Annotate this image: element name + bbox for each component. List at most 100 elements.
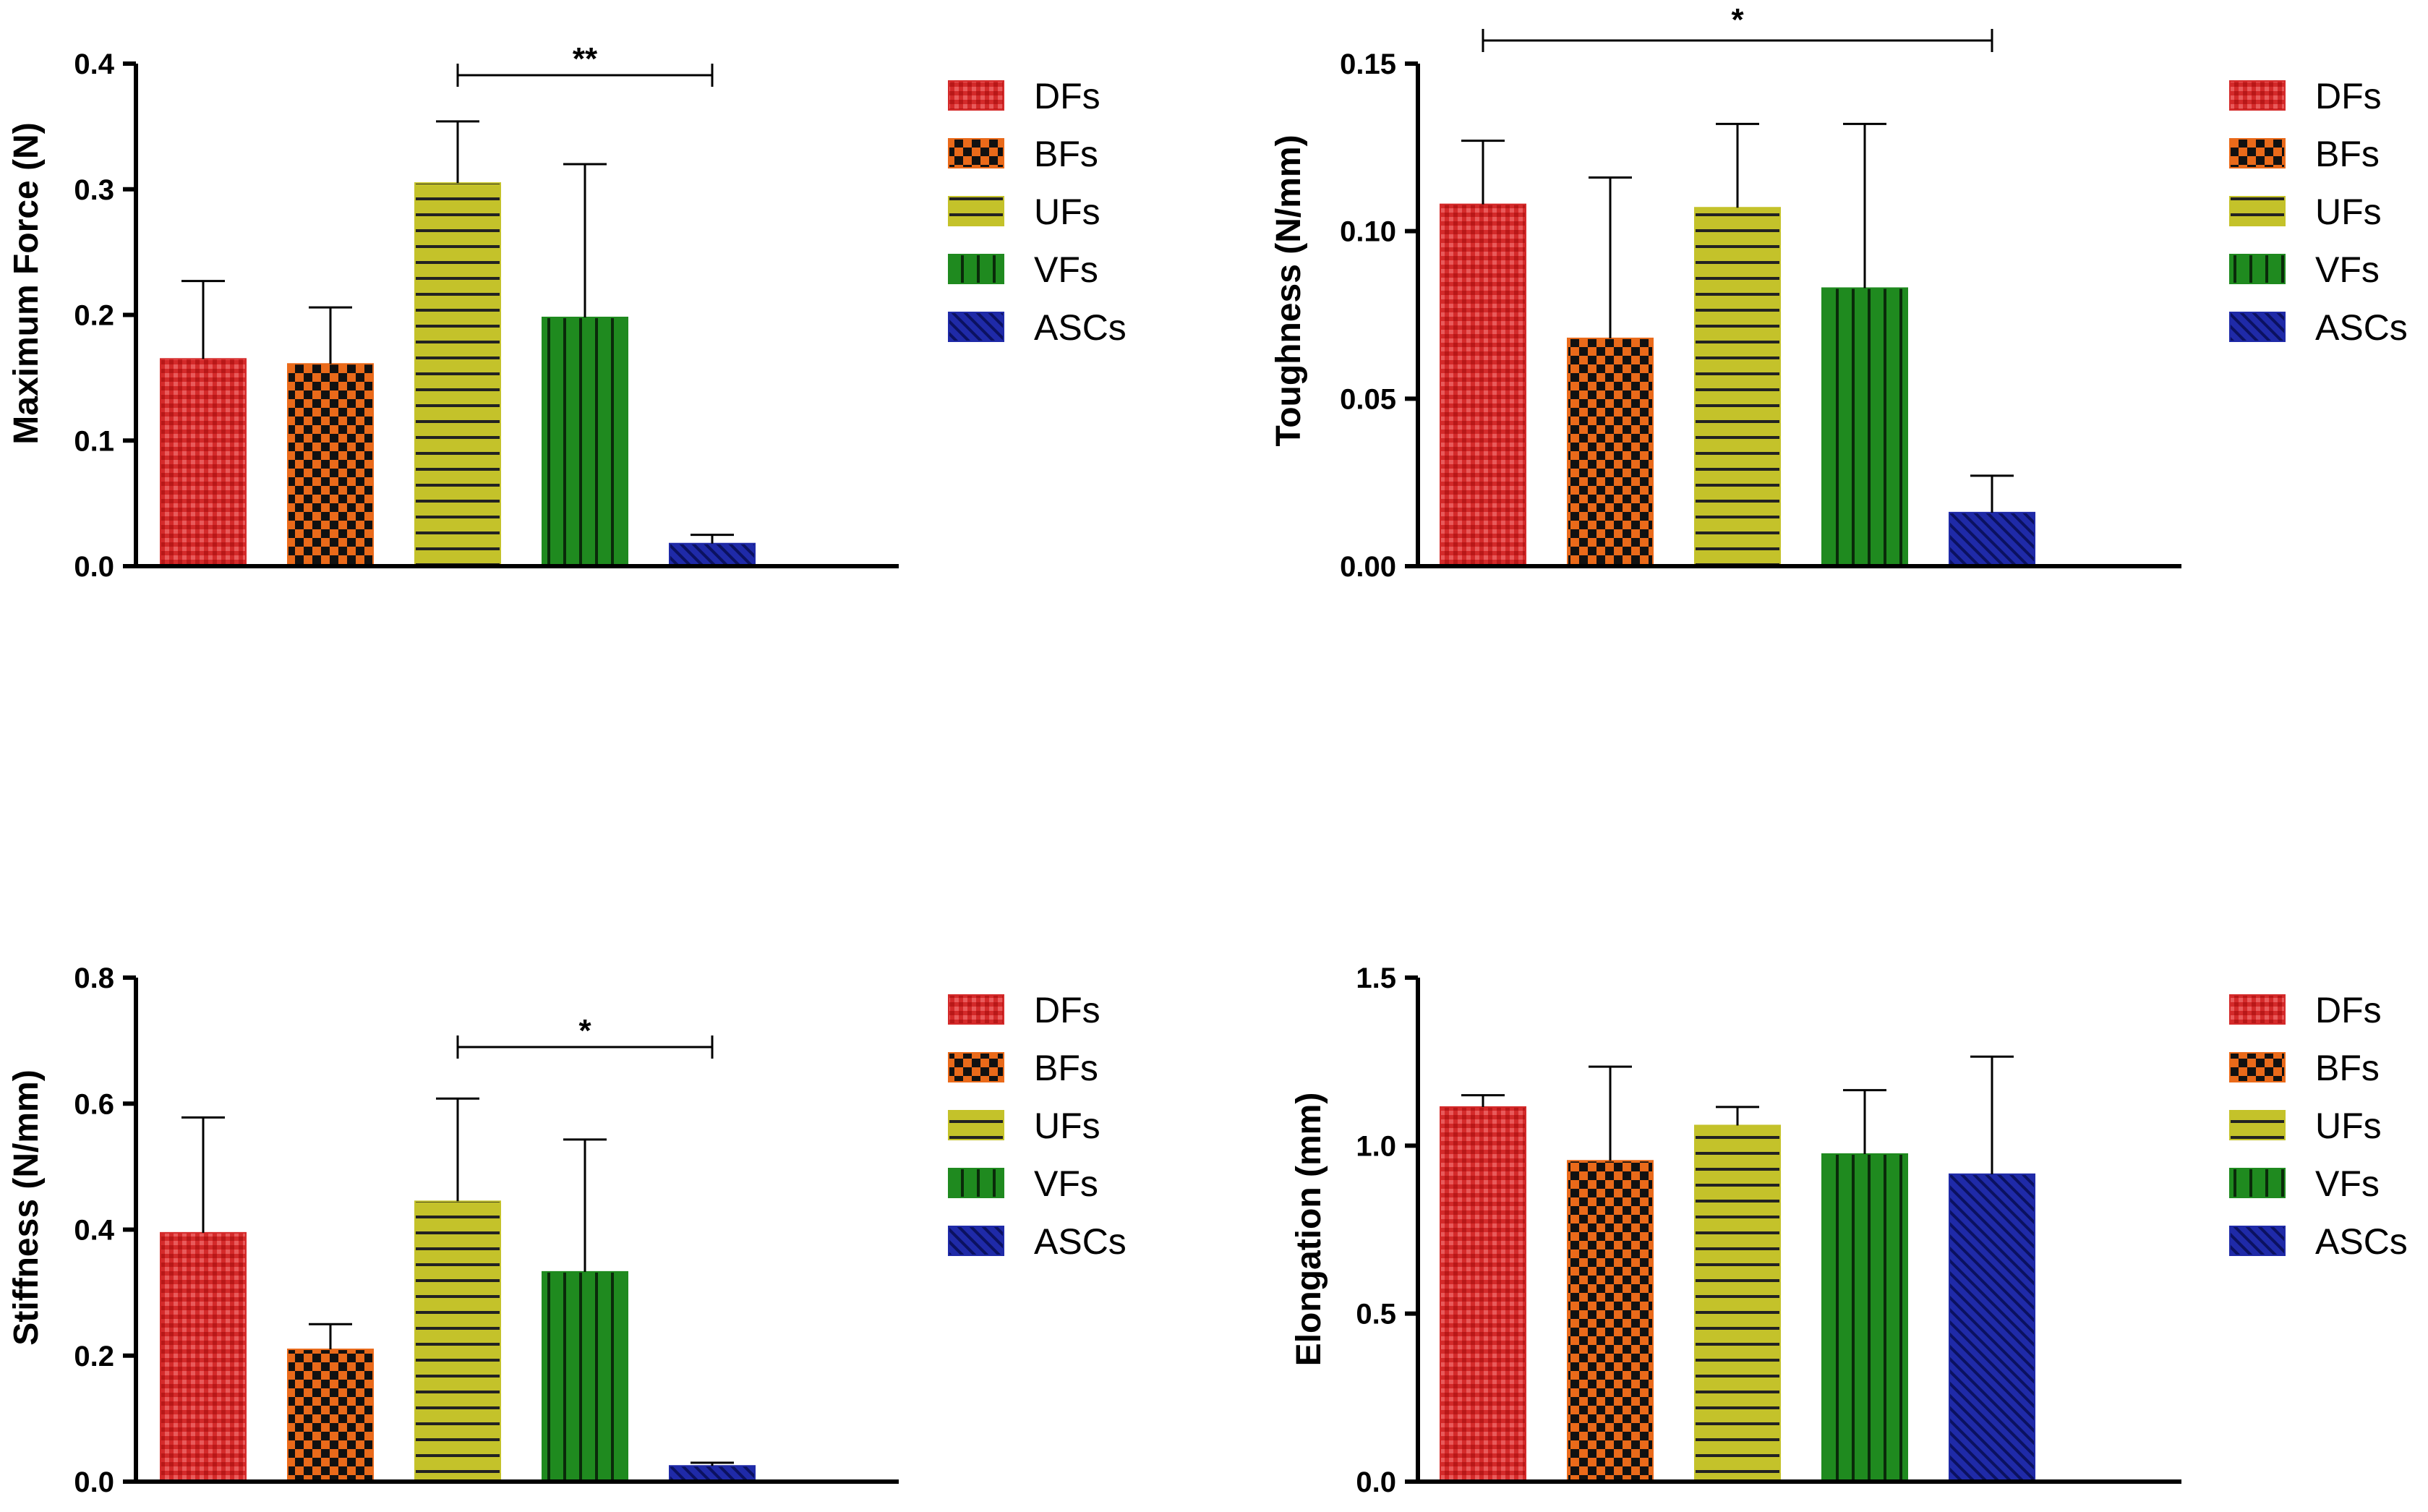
legend-swatch-ufs (2229, 196, 2286, 226)
bar-ufs (414, 1200, 501, 1482)
y-tick-label: 0.05 (1340, 383, 1396, 415)
bar-dfs (1440, 203, 1526, 567)
bars (1440, 203, 2035, 567)
error-bars (1461, 122, 2014, 513)
legend-swatch-ufs (948, 196, 1004, 226)
legend-swatch-bfs (2229, 1052, 2286, 1082)
legend-label-ufs: UFs (2315, 1106, 2382, 1146)
y-ticks: 0.0 0.5 1.0 1.5 (1356, 962, 1418, 1498)
panel-toughness: 0.00 0.05 0.10 0.15 * Toughness (N/mm) DFs B… (1270, 2, 2408, 583)
legend-label-vfs: VFs (2315, 1163, 2380, 1204)
legend: DFs BFs UFs VFs ASCs (948, 76, 1127, 348)
legend-label-bfs: BFs (2315, 134, 2380, 174)
bar-ascs (1949, 1173, 2035, 1482)
legend-label-dfs: DFs (1034, 990, 1100, 1030)
y-tick-label: 0.4 (74, 48, 114, 80)
legend-swatch-ascs (2229, 1226, 2286, 1256)
legend-swatch-dfs (2229, 80, 2286, 111)
y-ticks: 0.0 0.1 0.2 0.3 0.4 (74, 48, 136, 583)
y-tick-label: 1.0 (1356, 1130, 1396, 1162)
panel-elongation: 0.0 0.5 1.0 1.5 Elongation (mm) DFs BFs UFs VF… (1290, 962, 2408, 1498)
legend-label-bfs: BFs (1034, 1048, 1098, 1088)
bar-vfs (542, 316, 628, 567)
legend: DFs BFs UFs VFs ASCs (948, 990, 1127, 1262)
legend-label-ascs: ASCs (1034, 1221, 1127, 1262)
legend-swatch-dfs (948, 80, 1004, 111)
significance-bracket: * (456, 1013, 714, 1059)
y-axis-title: Stiffness (N/mm) (7, 1069, 46, 1345)
y-tick-label: 0.2 (74, 1341, 114, 1372)
panel-stiffness: 0.0 0.2 0.4 0.6 0.8 * Stiffness (N/mm) DFs BF… (7, 962, 1127, 1498)
y-tick-label: 0.00 (1340, 551, 1396, 583)
legend-swatch-ufs (948, 1110, 1004, 1140)
bar-vfs (542, 1270, 628, 1483)
legend-swatch-ascs (948, 312, 1004, 342)
legend-label-ascs: ASCs (2315, 1221, 2408, 1262)
y-ticks: 0.00 0.05 0.10 0.15 (1340, 48, 1418, 583)
legend-swatch-ufs (2229, 1110, 2286, 1140)
error-bars (1461, 1055, 2014, 1174)
legend-label-ufs: UFs (1034, 1106, 1100, 1146)
bar-dfs (160, 358, 247, 567)
legend-swatch-dfs (2229, 994, 2286, 1025)
bar-ufs (1694, 207, 1781, 567)
legend-label-ascs: ASCs (2315, 307, 2408, 348)
y-axis-title: Toughness (N/mm) (1270, 134, 1308, 446)
panel-maximum-force: 0.0 0.1 0.2 0.3 0.4 ** Maximum Force (N) DFs… (7, 41, 1127, 583)
legend-label-bfs: BFs (1034, 134, 1098, 174)
legend-label-dfs: DFs (2315, 76, 2382, 116)
legend-swatch-vfs (2229, 1168, 2286, 1198)
legend: DFs BFs UFs VFs ASCs (2229, 76, 2408, 348)
y-tick-label: 0.4 (74, 1215, 114, 1247)
y-tick-label: 0.0 (74, 1466, 114, 1498)
legend: DFs BFs UFs VFs ASCs (2229, 990, 2408, 1262)
y-tick-label: 0.2 (74, 300, 114, 332)
bars (1440, 1106, 2035, 1483)
significance-label: ** (573, 41, 598, 77)
bar-ufs (1694, 1124, 1781, 1483)
bar-bfs (1567, 1160, 1654, 1482)
y-tick-label: 0.10 (1340, 216, 1396, 248)
bar-vfs (1821, 1153, 1908, 1482)
y-tick-label: 0.0 (74, 551, 114, 583)
legend-swatch-vfs (2229, 254, 2286, 284)
y-tick-label: 1.5 (1356, 962, 1396, 994)
legend-swatch-dfs (948, 994, 1004, 1025)
legend-label-vfs: VFs (1034, 1163, 1098, 1204)
legend-swatch-ascs (2229, 312, 2286, 342)
bars (160, 182, 756, 567)
legend-label-vfs: VFs (2315, 249, 2380, 290)
y-tick-label: 0.5 (1356, 1299, 1396, 1331)
legend-swatch-bfs (948, 138, 1004, 168)
legend-swatch-vfs (948, 254, 1004, 284)
bar-bfs (287, 1349, 374, 1482)
bar-bfs (287, 363, 374, 567)
bar-dfs (1440, 1106, 1526, 1482)
significance-bracket: ** (456, 41, 714, 87)
legend-swatch-bfs (948, 1052, 1004, 1082)
bar-ascs (669, 542, 756, 567)
bar-ascs (1949, 511, 2035, 567)
legend-label-ascs: ASCs (1034, 307, 1127, 348)
y-tick-label: 0.1 (74, 425, 114, 457)
error-bars (181, 1097, 734, 1466)
legend-label-bfs: BFs (2315, 1048, 2380, 1088)
legend-label-vfs: VFs (1034, 249, 1098, 290)
legend-swatch-bfs (2229, 138, 2286, 168)
legend-label-dfs: DFs (2315, 990, 2382, 1030)
legend-label-ufs: UFs (2315, 192, 2382, 232)
y-ticks: 0.0 0.2 0.4 0.6 0.8 (74, 962, 136, 1498)
bar-dfs (160, 1231, 247, 1482)
error-bars (181, 120, 734, 544)
legend-swatch-ascs (948, 1226, 1004, 1256)
y-axis-title: Elongation (mm) (1290, 1093, 1328, 1367)
bar-ascs (669, 1465, 756, 1482)
bar-bfs (1567, 337, 1654, 567)
y-tick-label: 0.15 (1340, 48, 1396, 80)
significance-label: * (578, 1013, 591, 1048)
y-tick-label: 0.6 (74, 1088, 114, 1120)
y-axis-title: Maximum Force (N) (7, 122, 46, 444)
significance-bracket: * (1482, 2, 1993, 52)
bars (160, 1200, 756, 1483)
